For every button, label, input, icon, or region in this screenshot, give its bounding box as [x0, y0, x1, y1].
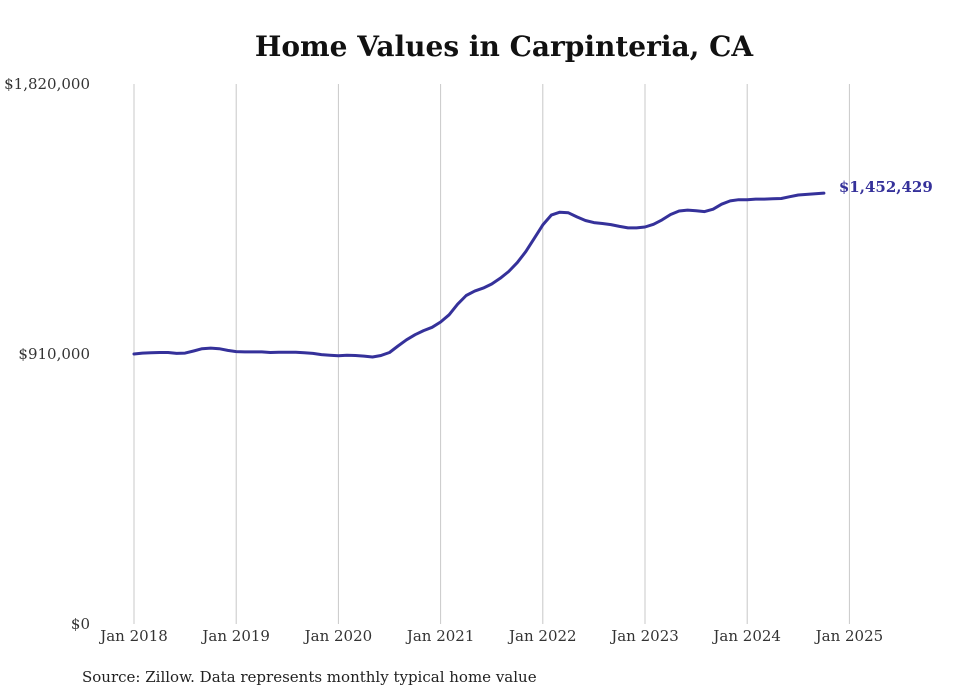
y-axis-labels: $0 $910,000 $1,820,000 — [4, 75, 90, 633]
x-tick-label: Jan 2022 — [507, 627, 577, 645]
x-tick-label: Jan 2025 — [814, 627, 884, 645]
source-note: Source: Zillow. Data represents monthly … — [82, 668, 537, 686]
x-tick-label: Jan 2023 — [609, 627, 679, 645]
x-tick-label: Jan 2020 — [303, 627, 373, 645]
x-axis-labels: Jan 2018 Jan 2019 Jan 2020 Jan 2021 Jan 2022… — [98, 627, 883, 645]
y-tick-label: $910,000 — [18, 345, 90, 363]
x-tick-label: Jan 2018 — [98, 627, 168, 645]
x-tick-label: Jan 2024 — [711, 627, 781, 645]
gridlines — [133, 84, 850, 624]
y-tick-label: $0 — [71, 615, 90, 633]
y-tick-label: $1,820,000 — [4, 75, 90, 93]
series-line — [132, 191, 826, 359]
end-value-label: $1,452,429 — [839, 178, 933, 196]
data-labels: $1,452,429 — [839, 178, 933, 196]
x-tick-label: Jan 2021 — [405, 627, 475, 645]
x-tick-label: Jan 2019 — [200, 627, 270, 645]
series-layer — [132, 191, 826, 359]
chart-title: Home Values in Carpinteria, CA — [254, 30, 754, 63]
